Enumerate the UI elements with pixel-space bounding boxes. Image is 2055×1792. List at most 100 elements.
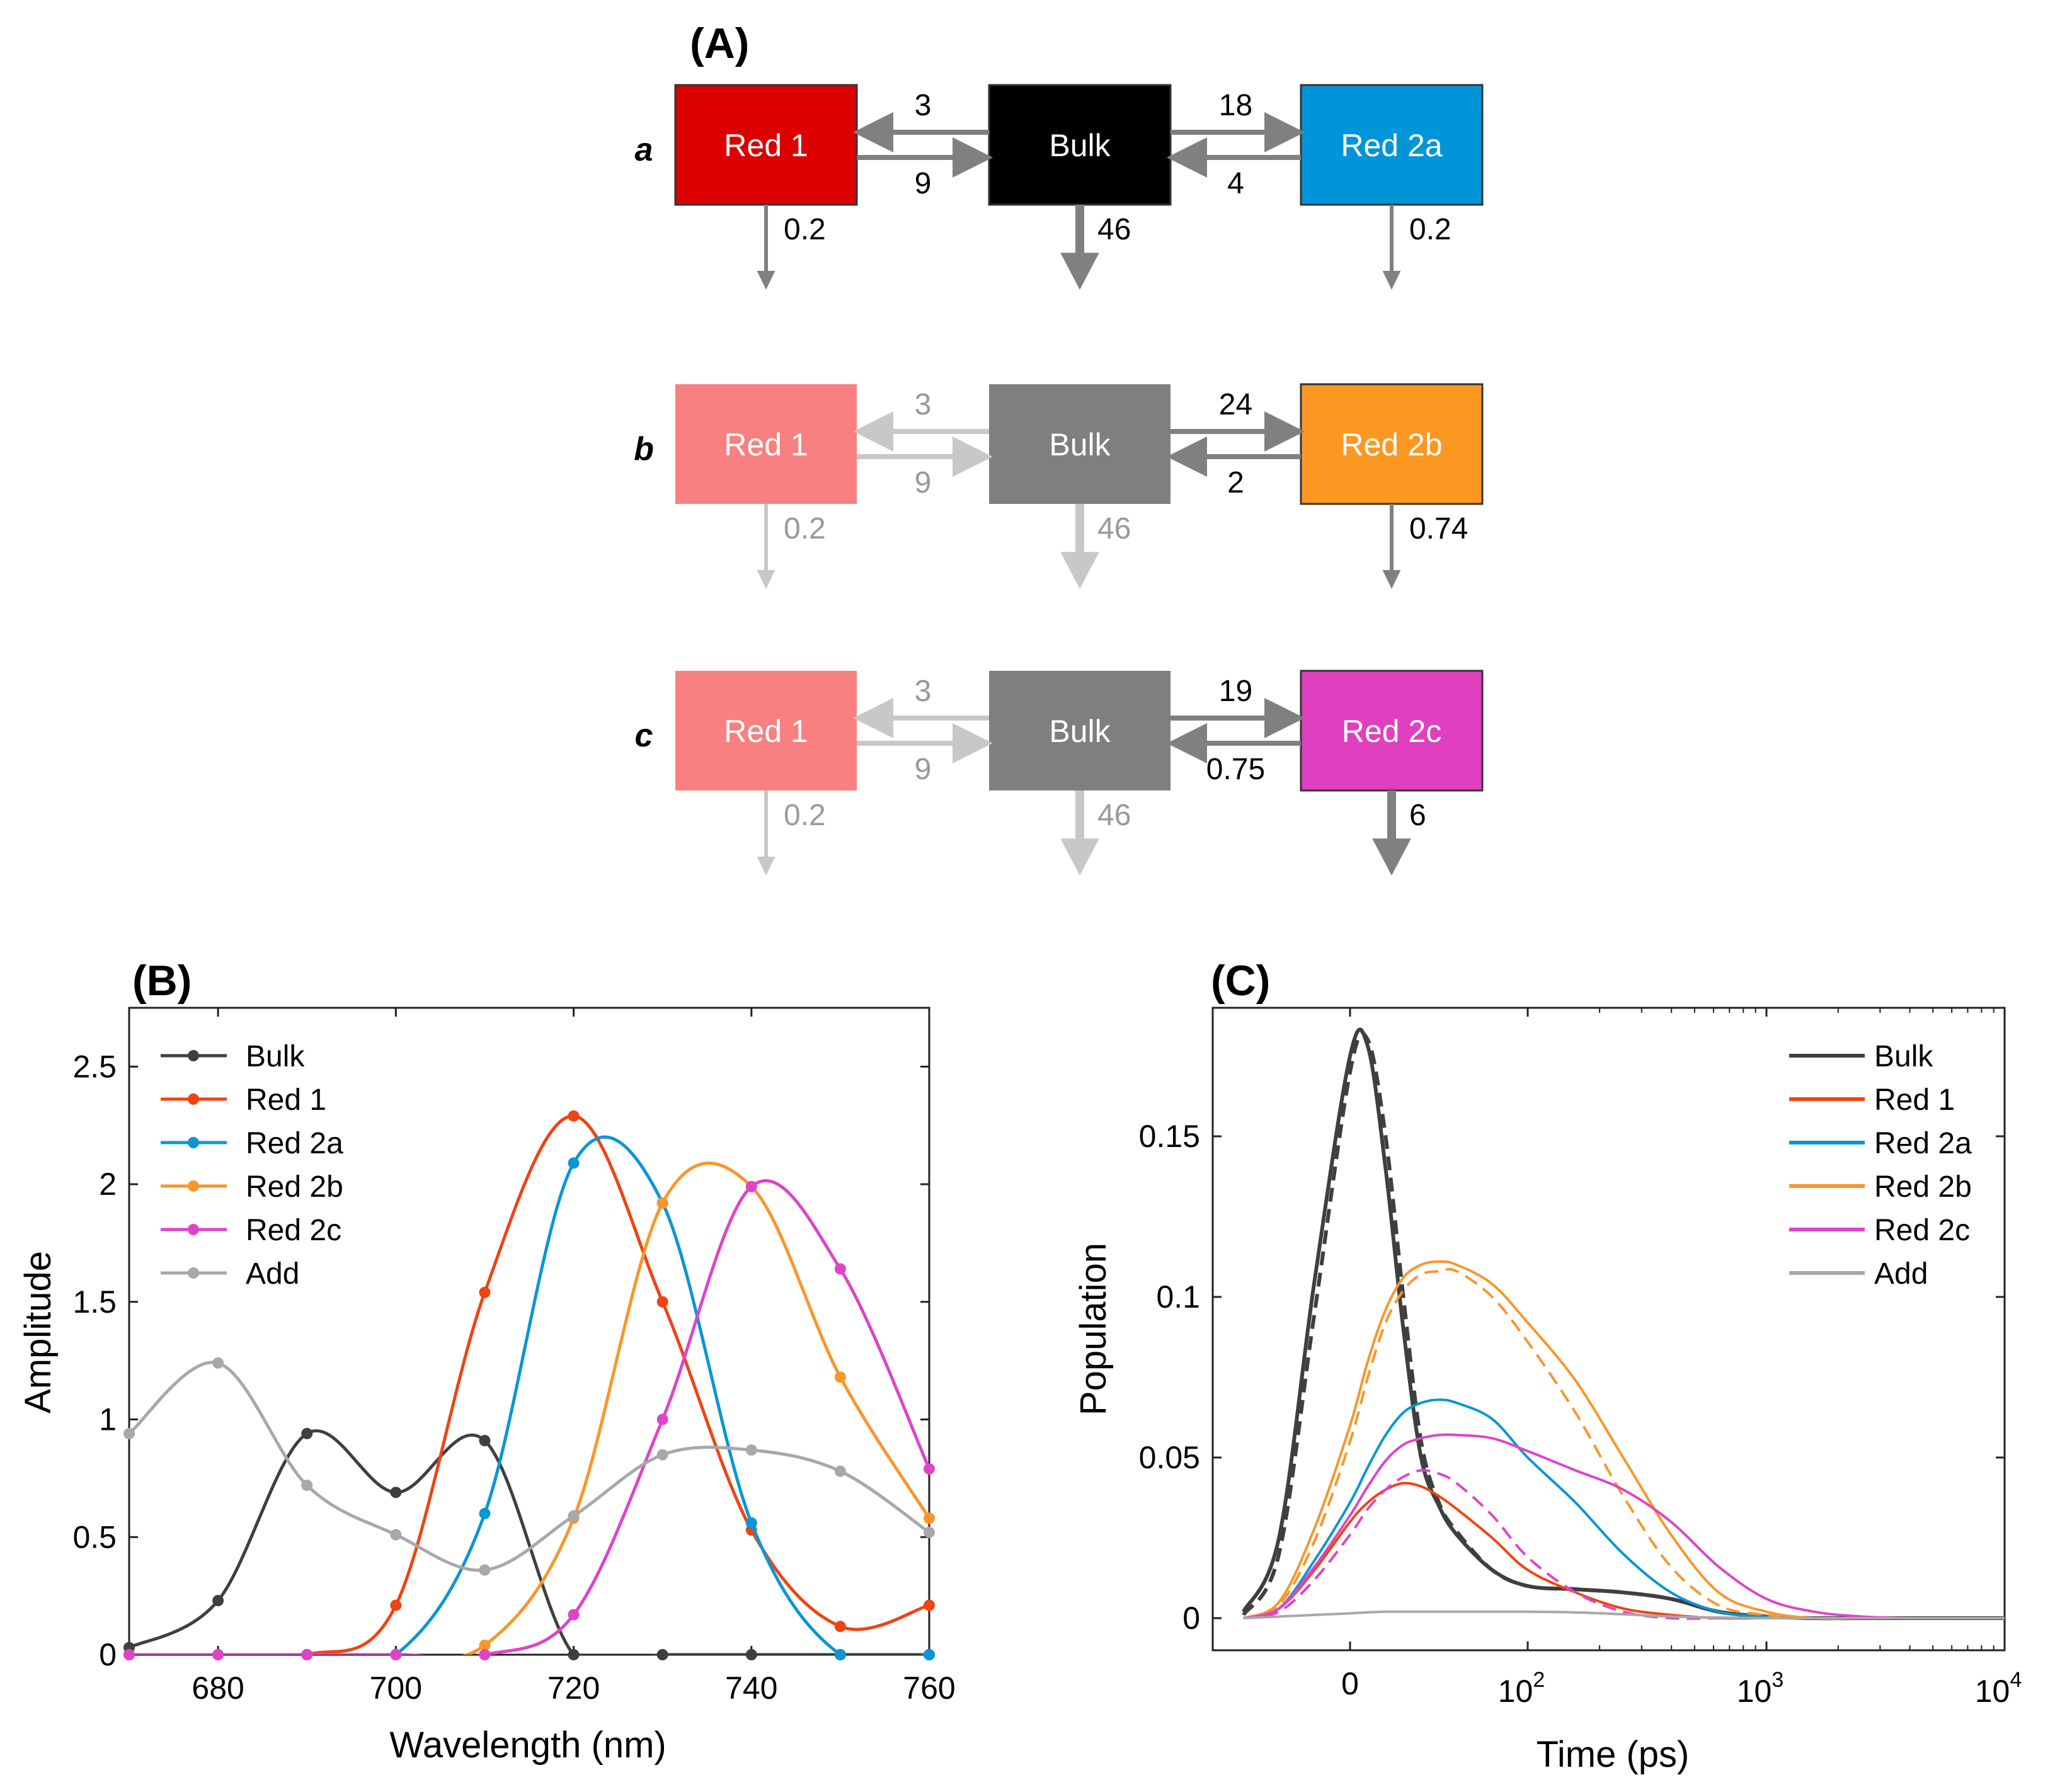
box-right bbox=[1300, 84, 1484, 206]
decay-center-rate: 46 bbox=[1097, 213, 1131, 246]
data-point bbox=[123, 1427, 135, 1439]
legend-label: Red 2b bbox=[1874, 1170, 1972, 1204]
diagram-row-c: c Red 1 Bulk Red 2c 3 9 19 0.75 0.2 46 6 bbox=[635, 670, 1484, 876]
panel-a-diagram: a Red 1 Bulk Red 2a 3 9 18 4 0.2 46 0.2 b Red 1 Bulk R… bbox=[634, 84, 1484, 876]
rate-center-to-right: 19 bbox=[1219, 675, 1252, 708]
box-center-label: Bulk bbox=[1049, 714, 1111, 749]
data-point bbox=[834, 1621, 846, 1633]
decay-center-arrowhead bbox=[1060, 838, 1099, 876]
legend-label: Bulk bbox=[246, 1040, 305, 1073]
series-line bbox=[129, 1114, 929, 1655]
box-center bbox=[989, 671, 1171, 790]
data-point bbox=[656, 1449, 668, 1461]
data-point bbox=[568, 1649, 580, 1660]
box-left-label: Red 1 bbox=[724, 714, 808, 749]
y-tick-label: 2.5 bbox=[72, 1049, 117, 1084]
y-tick-label: 0.15 bbox=[1139, 1119, 1200, 1154]
legend-label: Red 2a bbox=[1874, 1127, 1972, 1160]
series-bulk bbox=[1242, 1027, 2005, 1621]
data-point bbox=[212, 1649, 224, 1660]
data-point bbox=[924, 1512, 935, 1524]
rate-right-to-center: 4 bbox=[1227, 167, 1244, 200]
series-red-2b bbox=[1242, 1260, 2005, 1620]
box-left-label: Red 1 bbox=[724, 128, 808, 163]
box-left-label: Red 1 bbox=[724, 427, 808, 462]
data-point bbox=[924, 1463, 935, 1475]
decay-center-arrowhead bbox=[1060, 552, 1099, 589]
box-center-label: Bulk bbox=[1049, 427, 1111, 462]
chart-c-legend: Bulk Red 1 Red 2a Red 2b Red 2c Add bbox=[1789, 1040, 1972, 1291]
chart-b-legend: Bulk Red 1 Red 2a Red 2b Red 2c Add bbox=[161, 1040, 343, 1291]
series-line bbox=[129, 1135, 929, 1655]
panel-a-label: (A) bbox=[690, 20, 749, 67]
data-point bbox=[924, 1526, 935, 1538]
rate-center-to-right: 18 bbox=[1219, 89, 1252, 122]
rate-left-to-center: 9 bbox=[915, 167, 932, 200]
legend-label: Red 1 bbox=[1874, 1083, 1955, 1117]
chart-c-ylabel: Population bbox=[1073, 1243, 1114, 1415]
decay-center-arrowhead bbox=[1060, 253, 1099, 290]
y-tick-label: 0 bbox=[99, 1637, 117, 1672]
decay-right-arrowhead bbox=[1382, 570, 1401, 589]
chart-c-xlabel: Time (ps) bbox=[1537, 1734, 1690, 1775]
chart-b-frame bbox=[128, 1007, 930, 1656]
series-line bbox=[129, 1179, 929, 1655]
row-label: a bbox=[635, 132, 653, 168]
box-right-label: Red 2b bbox=[1341, 427, 1442, 462]
box-right-label: Red 2c bbox=[1342, 714, 1441, 749]
series-red-2c bbox=[1243, 1433, 2005, 1620]
legend-marker bbox=[188, 1224, 199, 1235]
panel-a: (A) bbox=[690, 20, 749, 67]
y-tick-label: 0 bbox=[1182, 1601, 1200, 1636]
data-point bbox=[301, 1480, 313, 1492]
data-point bbox=[656, 1649, 668, 1660]
decay-left-rate: 0.2 bbox=[784, 512, 826, 545]
data-point bbox=[924, 1649, 935, 1660]
rate-left-to-center: 9 bbox=[915, 753, 932, 786]
data-point bbox=[479, 1640, 491, 1652]
rate-center-to-left: 3 bbox=[915, 388, 932, 421]
chart-b: 680 700 720 740 760 0 0.5 1 1.5 2 2.5 Bulk Red 1 Red … bbox=[72, 1007, 956, 1706]
data-point bbox=[479, 1564, 491, 1576]
x-tick-label: 740 bbox=[725, 1670, 777, 1706]
y-tick-label: 2 bbox=[99, 1167, 117, 1202]
rate-center-to-right: 24 bbox=[1219, 388, 1252, 421]
chart-b-ylabel: Amplitude bbox=[18, 1251, 59, 1413]
series-line bbox=[129, 1429, 929, 1655]
decay-right-rate: 0.74 bbox=[1409, 512, 1468, 545]
series-bulk-dashed bbox=[1242, 1031, 2005, 1621]
decay-right-rate: 0.2 bbox=[1409, 213, 1451, 246]
row-label: c bbox=[635, 717, 653, 754]
data-point bbox=[745, 1517, 757, 1529]
decay-left-arrowhead bbox=[757, 857, 776, 876]
data-point bbox=[745, 1444, 757, 1456]
y-tick-label: 1 bbox=[99, 1402, 117, 1437]
panel-c: (C) 0 102 103 104 0 0.05 0.1 0.15 Bulk Red 1 Red 2… bbox=[1073, 957, 2022, 1775]
box-right-label: Red 2a bbox=[1341, 128, 1442, 163]
decay-center-rate: 46 bbox=[1097, 512, 1131, 545]
decay-left-arrowhead bbox=[757, 570, 776, 589]
decay-left-arrowhead bbox=[757, 271, 776, 290]
x-tick-label: 680 bbox=[192, 1670, 244, 1706]
legend-marker bbox=[188, 1050, 199, 1061]
x-tick-label: 103 bbox=[1737, 1668, 1784, 1709]
chart-c-frame bbox=[1211, 1007, 2006, 1652]
x-tick-label: 760 bbox=[903, 1670, 955, 1706]
panel-c-label: (C) bbox=[1211, 957, 1270, 1005]
x-tick-label: 700 bbox=[370, 1670, 422, 1706]
rate-center-to-left: 3 bbox=[915, 89, 932, 122]
row-label: b bbox=[634, 431, 654, 467]
data-point bbox=[568, 1110, 580, 1122]
data-point bbox=[212, 1357, 224, 1369]
decay-left-rate: 0.2 bbox=[784, 213, 826, 246]
x-tick-label: 104 bbox=[1975, 1668, 2022, 1709]
data-point bbox=[479, 1286, 491, 1298]
data-point bbox=[568, 1609, 580, 1621]
decay-center-rate: 46 bbox=[1097, 799, 1131, 832]
legend-marker bbox=[188, 1093, 199, 1105]
rate-center-to-left: 3 bbox=[915, 675, 932, 708]
legend-label: Red 1 bbox=[246, 1083, 326, 1117]
data-point bbox=[301, 1649, 313, 1660]
panel-b-label: (B) bbox=[132, 957, 192, 1005]
data-point bbox=[390, 1599, 402, 1611]
